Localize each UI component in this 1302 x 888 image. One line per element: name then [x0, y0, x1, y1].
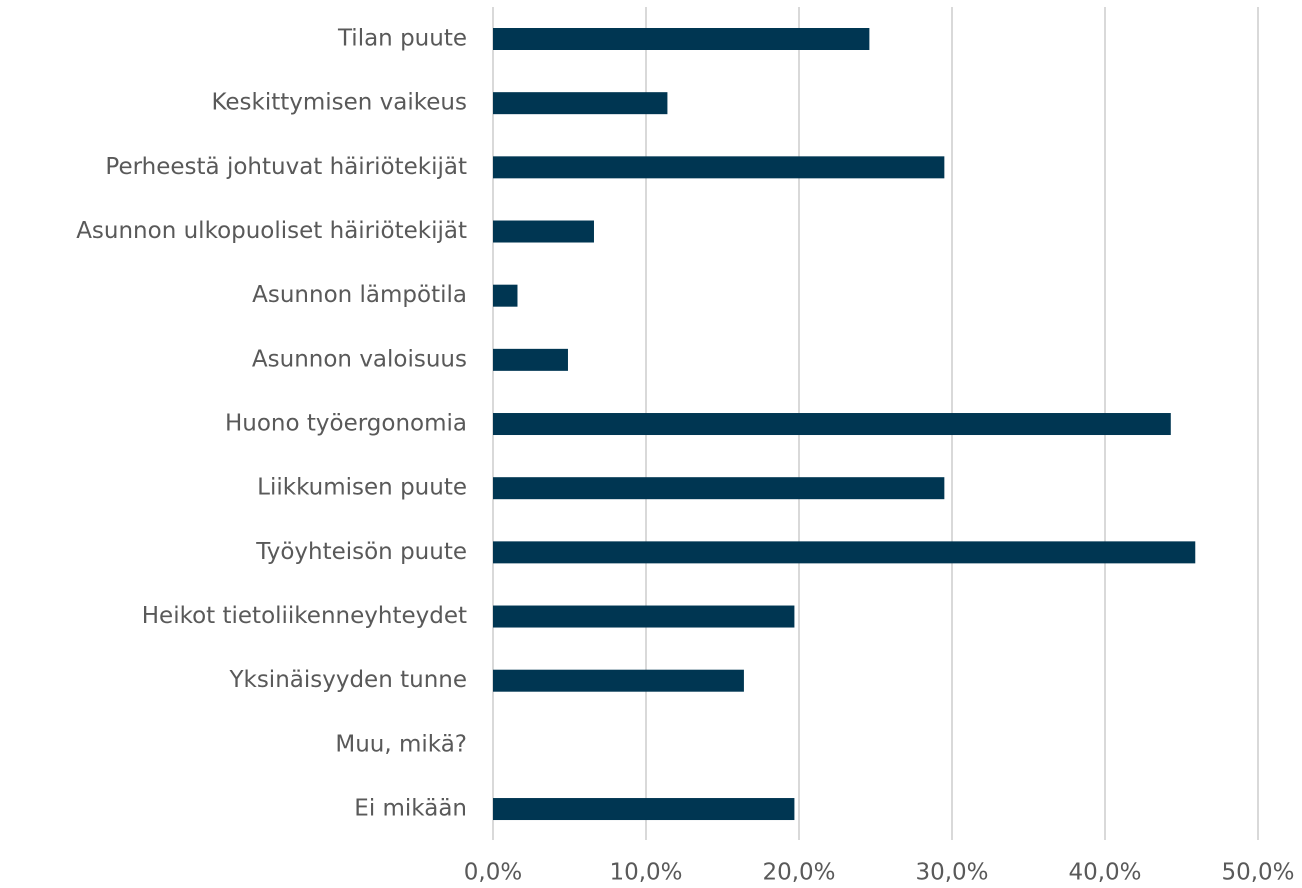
- y-tick-label: Perheestä johtuvat häiriötekijät: [105, 154, 467, 180]
- bar: [493, 477, 945, 500]
- bar: [493, 284, 518, 307]
- y-tick-label: Asunnon ulkopuoliset häiriötekijät: [76, 218, 467, 244]
- y-tick-label: Työyhteisön puute: [255, 539, 467, 565]
- y-tick-label: Heikot tietoliikenneyhteydet: [142, 603, 467, 629]
- y-tick-label: Liikkumisen puute: [257, 475, 467, 501]
- bar: [493, 669, 744, 692]
- y-tick-label: Muu, mikä?: [335, 731, 467, 757]
- bar: [493, 28, 870, 50]
- y-tick-label: Yksinäisyyden tunne: [228, 667, 467, 693]
- bar: [493, 798, 795, 821]
- y-tick-label: Asunnon lämpötila: [252, 282, 467, 308]
- bar: [493, 220, 594, 243]
- y-tick-label: Huono työergonomia: [225, 411, 467, 437]
- y-tick-label: Keskittymisen vaikeus: [211, 90, 467, 116]
- bar: [493, 541, 1196, 564]
- x-tick-label: 20,0%: [762, 860, 835, 886]
- x-tick-label: 0,0%: [464, 860, 522, 886]
- bar: [493, 605, 795, 628]
- y-tick-label: Ei mikään: [354, 796, 467, 822]
- y-tick-label: Asunnon valoisuus: [252, 346, 467, 372]
- x-tick-label: 10,0%: [609, 860, 682, 886]
- bar: [493, 156, 945, 179]
- x-tick-label: 50,0%: [1221, 860, 1294, 886]
- bar: [493, 92, 668, 115]
- x-tick-label: 40,0%: [1068, 860, 1141, 886]
- bar: [493, 348, 568, 371]
- x-tick-label: 30,0%: [915, 860, 988, 886]
- bar: [493, 413, 1171, 436]
- y-tick-label: Tilan puute: [337, 26, 467, 52]
